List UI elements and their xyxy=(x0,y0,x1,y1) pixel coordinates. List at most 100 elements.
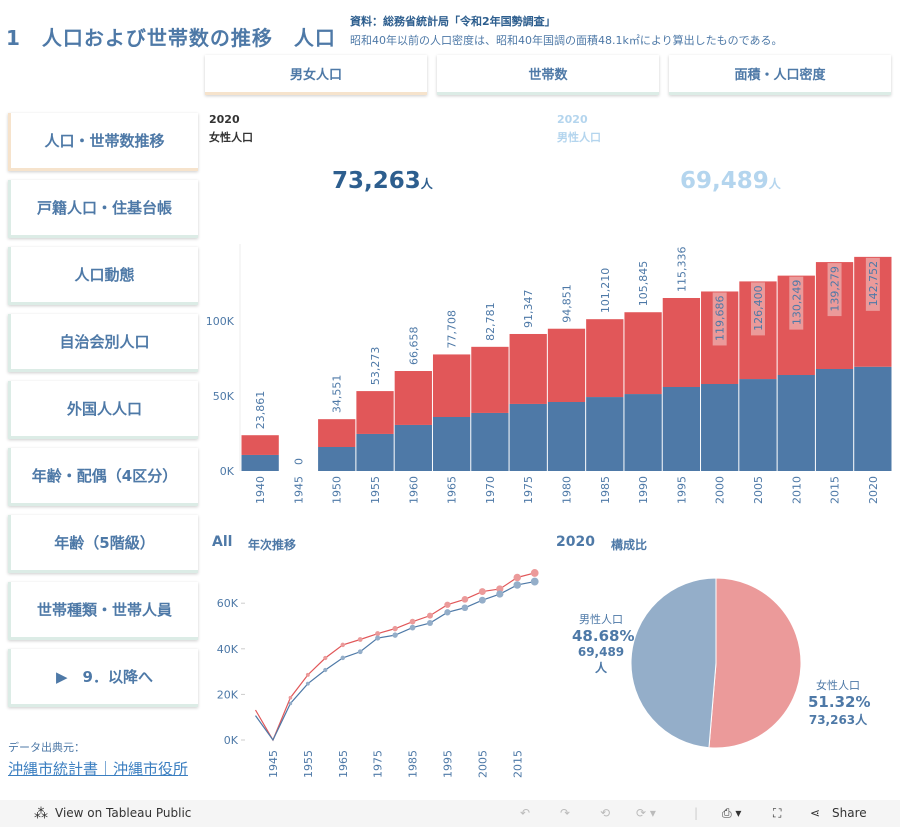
bar-male xyxy=(318,447,356,471)
bar-female xyxy=(471,346,509,413)
x-tick-label: 1960 xyxy=(407,476,420,504)
x-tick-label: 1970 xyxy=(484,476,497,504)
total-label-bg xyxy=(789,276,804,330)
total-label-bg xyxy=(750,282,765,336)
pie-female-pct: 51.32% xyxy=(808,693,871,711)
x-tick-label: 1995 xyxy=(675,476,688,504)
pie-male-pct: 48.68% xyxy=(572,627,635,645)
kpi-female: 2020 女性人口 xyxy=(209,113,253,145)
point-male xyxy=(444,609,451,616)
total-label: 66,658 xyxy=(407,327,420,366)
total-label: 115,336 xyxy=(675,246,688,292)
refresh-icon[interactable]: ⟳ ▾ xyxy=(636,806,656,820)
pie-label-male: 男性人口 48.68% 69,489人 xyxy=(572,611,635,676)
bar-male xyxy=(777,375,815,471)
y-tick-label: 0K xyxy=(224,734,239,747)
x-tick-label: 1945 xyxy=(267,750,280,778)
x-tick-label: 1995 xyxy=(441,750,454,778)
download-icon[interactable]: ⎙ ▾ xyxy=(722,806,742,820)
point-female xyxy=(375,631,381,637)
line-male xyxy=(255,580,535,742)
point-male xyxy=(513,581,521,589)
x-tick-label: 1965 xyxy=(446,476,459,504)
sidebar-item-9[interactable]: ▶ 9．以降へ xyxy=(8,649,198,707)
sidebar-item-2[interactable]: 戸籍人口・住基台帳 xyxy=(8,180,198,238)
pie-slice-female xyxy=(708,577,802,749)
tab-households[interactable]: 世帯数 xyxy=(437,55,659,95)
point-male xyxy=(375,635,381,641)
total-label: 0 xyxy=(292,458,305,465)
sidebar-item-3[interactable]: 人口動態 xyxy=(8,247,198,305)
total-label: 77,708 xyxy=(446,310,459,349)
bar-male xyxy=(471,412,509,471)
share-button[interactable]: Share xyxy=(832,806,867,820)
point-male xyxy=(357,649,363,655)
point-male xyxy=(323,667,328,673)
point-female xyxy=(530,569,539,577)
line-filter-label[interactable]: All xyxy=(212,534,233,550)
sidebar-item-5[interactable]: 外国人人口 xyxy=(8,381,198,439)
pie-title: 構成比 xyxy=(611,538,648,552)
bar-male xyxy=(739,379,777,471)
total-label: 126,400 xyxy=(752,285,765,331)
y-tick-label: 0K xyxy=(220,465,235,478)
credit-link[interactable]: 沖縄市統計書｜沖縄市役所 xyxy=(8,760,189,778)
charts-canvas: 0K 50K 100K 23,861 1940 0 1945 34,551 1950 53,273… xyxy=(206,244,892,778)
revert-icon[interactable]: ⟲ xyxy=(600,806,611,820)
bar-male xyxy=(356,433,394,471)
bar-male xyxy=(624,394,662,471)
x-tick-label: 1975 xyxy=(522,476,535,504)
tab-area-density[interactable]: 面積・人口密度 xyxy=(669,55,891,95)
kpi-male: 2020 男性人口 xyxy=(557,113,601,145)
sidebar-item-8[interactable]: 世帯種類・世帯人員 xyxy=(8,582,198,640)
total-label-bg xyxy=(712,292,727,346)
redo-icon[interactable]: ↷ xyxy=(560,806,571,820)
kpi-female-value: 73,263 xyxy=(332,168,421,194)
total-label: 94,851 xyxy=(561,284,574,323)
bar-female xyxy=(432,354,471,417)
total-label: 139,279 xyxy=(829,266,842,312)
point-female xyxy=(305,672,310,677)
x-tick-label: 2015 xyxy=(511,750,524,778)
point-male xyxy=(409,624,416,631)
tableau-logo-icon: ⁂ xyxy=(34,806,48,822)
pie-slice-male xyxy=(630,577,717,749)
x-tick-label: 1945 xyxy=(292,476,305,504)
bar-female xyxy=(586,319,624,398)
bar-male xyxy=(547,402,586,471)
kpi-male-year: 2020 xyxy=(557,113,588,126)
fullscreen-icon[interactable]: ⛶ xyxy=(773,806,782,820)
line-chart: 0K 20K 40K 60K 1945 1955 1965 1975 1985 1995 2005 2… xyxy=(217,569,539,778)
x-tick-label: 2005 xyxy=(476,750,489,778)
point-female xyxy=(427,612,433,619)
kpi-female-unit: 人 xyxy=(420,177,433,191)
point-male xyxy=(288,701,293,706)
point-female xyxy=(392,625,398,632)
kpi-female-label: 女性人口 xyxy=(209,131,253,144)
share-icon[interactable]: ⋖ xyxy=(810,806,821,820)
stacked-bar-chart: 0K 50K 100K 23,861 1940 0 1945 34,551 1950 53,273… xyxy=(206,244,892,504)
y-tick-label: 40K xyxy=(217,643,239,656)
undo-icon[interactable]: ↶ xyxy=(520,806,531,820)
bar-male xyxy=(854,366,892,471)
kpi-male-label: 男性人口 xyxy=(557,131,601,144)
view-on-tableau-link[interactable]: View on Tableau Public xyxy=(55,806,192,820)
x-tick-label: 1955 xyxy=(369,476,382,504)
pie-year: 2020 xyxy=(556,534,595,550)
sidebar-item-7[interactable]: 年齢（5階級） xyxy=(8,515,198,573)
total-label: 142,752 xyxy=(867,261,880,307)
kpi-male-value-wrap: 69,489人 xyxy=(680,168,781,194)
density-note: 昭和40年以前の人口密度は、昭和40年国調の面積48.1k㎡により算出したもので… xyxy=(350,34,783,47)
kpi-female-year: 2020 xyxy=(209,113,240,126)
total-label: 119,686 xyxy=(714,295,727,341)
sidebar-item-4[interactable]: 自治会別人口 xyxy=(8,314,198,372)
bar-female xyxy=(509,333,547,404)
pie-label-female: 女性人口 51.32% 73,263人 xyxy=(808,677,871,728)
sidebar-item-6[interactable]: 年齢・配偶（4区分） xyxy=(8,448,198,506)
kpi-male-unit: 人 xyxy=(768,177,781,191)
tab-gender-population[interactable]: 男女人口 xyxy=(205,55,427,95)
bar-female xyxy=(356,391,394,434)
sidebar-item-1[interactable]: 人口・世帯数推移 xyxy=(8,113,198,171)
point-male xyxy=(496,590,504,598)
x-tick-label: 1985 xyxy=(599,476,612,504)
